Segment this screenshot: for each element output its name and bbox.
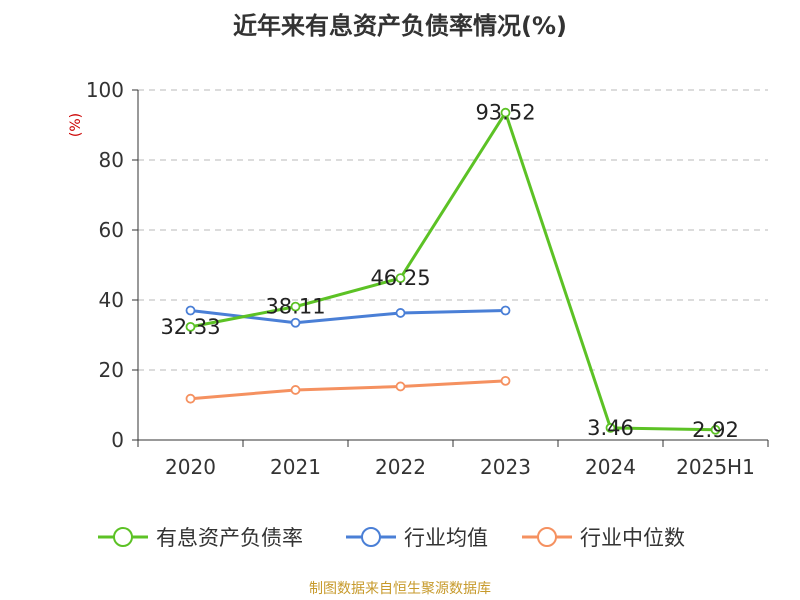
- legend-item-0[interactable]: 有息资产负债率: [98, 526, 303, 550]
- legend-item-2[interactable]: 行业中位数: [522, 526, 685, 550]
- y-tick-label-80: 80: [99, 148, 124, 172]
- legend[interactable]: 有息资产负债率 行业均值 行业中位数: [98, 526, 685, 550]
- y-tick-label-20: 20: [99, 358, 124, 382]
- data-label-0: 32.33: [160, 315, 220, 339]
- data-point-0-0: [185, 321, 196, 332]
- legend-marker-2: [537, 527, 557, 547]
- x-tick-label-2021: 2021: [270, 455, 321, 479]
- x-tick-label-2024: 2024: [585, 455, 636, 479]
- x-tick-label-2023: 2023: [480, 455, 531, 479]
- legend-label-0: 有息资产负债率: [156, 526, 303, 550]
- legend-marker-1: [361, 527, 381, 547]
- data-point-2-3: [500, 375, 511, 386]
- legend-label-1: 行业均值: [404, 526, 488, 550]
- data-point-0-4: [605, 422, 616, 433]
- x-tick-label-2020: 2020: [165, 455, 216, 479]
- series-line-2: [190, 379, 506, 401]
- source-note: 制图数据来自恒生聚源数据库: [309, 581, 491, 597]
- chart-title: 近年来有息资产负债率情况(%): [233, 12, 567, 40]
- y-axis-unit-label: (%): [68, 113, 84, 137]
- data-labels: 32.33 38.11 46.25 93.52 3.46 2.92: [160, 101, 738, 442]
- data-point-1-1: [290, 317, 301, 328]
- data-point-2-0: [185, 393, 196, 404]
- data-point-0-5: [710, 424, 721, 435]
- data-point-1-3: [500, 305, 511, 316]
- y-tick-label-60: 60: [99, 218, 124, 242]
- data-point-1-2: [395, 308, 406, 318]
- legend-item-1[interactable]: 行业均值: [346, 526, 488, 550]
- x-tick-label-2025H1: 2025H1: [676, 455, 755, 479]
- data-point-0-1: [290, 301, 301, 312]
- legend-label-2: 行业中位数: [580, 526, 685, 550]
- y-tick-label-40: 40: [99, 288, 124, 312]
- axes: 0 20 40 60 80 100 2020 2021 2022 2023 2024 2025H1: [86, 78, 769, 479]
- series-line-0: [190, 111, 716, 432]
- data-point-2-2: [395, 381, 406, 392]
- legend-marker-0: [113, 527, 133, 547]
- data-label-5: 2.92: [692, 418, 739, 442]
- x-tick-label-2022: 2022: [375, 455, 426, 479]
- data-label-1: 38.11: [265, 295, 325, 319]
- data-point-0-2: [395, 273, 406, 284]
- data-label-4: 3.46: [587, 416, 634, 440]
- data-point-0-3: [500, 107, 511, 118]
- grid-lines: [138, 89, 768, 371]
- data-point-2-1: [290, 385, 301, 395]
- data-label-3: 93.52: [475, 101, 535, 125]
- data-label-2: 46.25: [370, 266, 430, 290]
- y-tick-label-100: 100: [86, 78, 124, 102]
- y-tick-label-0: 0: [111, 428, 124, 452]
- series-lines: [185, 107, 721, 435]
- data-point-1-0: [185, 305, 196, 316]
